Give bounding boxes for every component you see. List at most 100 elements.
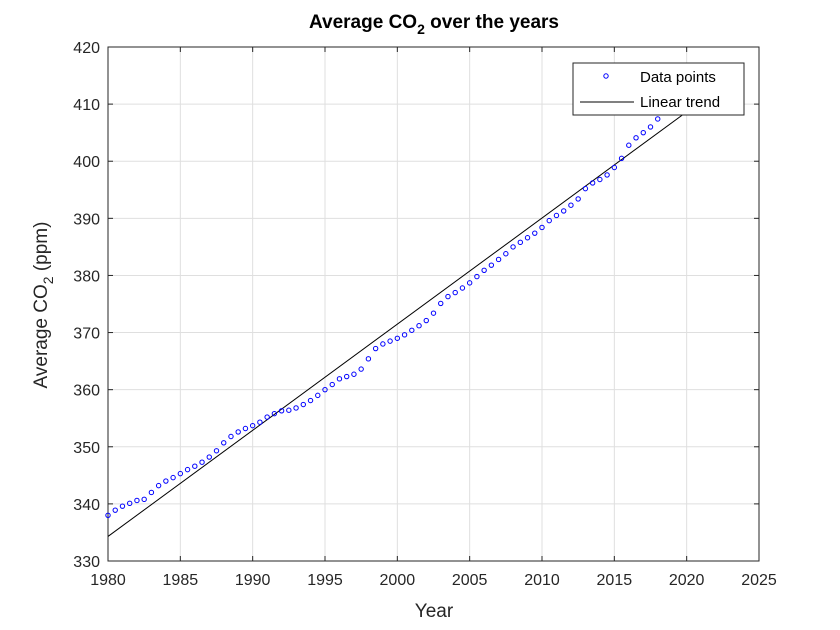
data-point (394, 335, 401, 341)
data-point (423, 317, 429, 324)
data-point (141, 496, 147, 503)
data-point (119, 503, 126, 509)
data-point (112, 507, 118, 513)
data-point (213, 448, 220, 454)
data-point (488, 262, 495, 268)
y-tick-label: 350 (73, 440, 100, 457)
data-point (597, 176, 603, 183)
linear-trend-line (107, 100, 702, 537)
data-point (271, 410, 278, 417)
plot-area-frame (107, 46, 760, 562)
data-point (517, 239, 523, 246)
data-point (611, 164, 618, 171)
data-point (539, 224, 545, 231)
data-point (532, 230, 538, 236)
data-point (459, 285, 466, 291)
x-tick-label: 2010 (524, 572, 560, 589)
y-tick-label: 380 (73, 268, 100, 285)
data-point (235, 429, 241, 435)
data-point (264, 414, 270, 420)
data-point (358, 366, 364, 372)
y-tick-label: 390 (73, 211, 100, 228)
data-point (278, 408, 285, 414)
data-point (561, 208, 567, 214)
legend-marker-data-points (603, 73, 609, 79)
data-point (495, 256, 502, 263)
x-tick-label: 1995 (307, 572, 343, 589)
data-point (105, 512, 111, 519)
data-point (503, 251, 509, 257)
x-tick-label: 2005 (452, 572, 488, 589)
y-tick-label: 360 (73, 383, 100, 400)
x-tick-labels: 1980 1985 1990 1995 2000 2005 2010 2015 2020 2025 (90, 572, 777, 589)
data-point (575, 196, 581, 202)
data-point (170, 474, 176, 481)
data-point (127, 500, 133, 507)
data-point (155, 482, 162, 489)
data-point (416, 323, 422, 329)
data-point (257, 419, 263, 425)
legend-label-linear-trend: Linear trend (640, 94, 720, 111)
y-tick-label: 410 (73, 97, 100, 114)
data-point (647, 124, 654, 130)
data-point (466, 280, 473, 286)
data-point (329, 381, 335, 388)
data-point (380, 341, 386, 347)
data-point (221, 440, 227, 446)
x-tick-label: 1990 (235, 572, 271, 589)
data-point (582, 185, 589, 192)
chart-title: Average CO2 over the years (309, 12, 559, 37)
y-tick-label: 420 (73, 40, 100, 57)
legend: Data points Linear trend (572, 62, 745, 116)
data-point (134, 497, 140, 504)
data-point (184, 466, 191, 473)
data-point (365, 356, 372, 362)
data-point (286, 407, 292, 413)
data-point (481, 267, 487, 274)
y-tick-label: 400 (73, 154, 100, 171)
x-tick-label: 2020 (669, 572, 705, 589)
axis-ticks (107, 46, 760, 562)
data-point (409, 327, 415, 333)
series-layer (105, 100, 702, 537)
data-point (228, 433, 234, 440)
data-point (553, 212, 560, 219)
data-point (336, 376, 343, 382)
data-point (148, 489, 155, 496)
data-point (430, 310, 437, 316)
data-point (387, 338, 393, 344)
data-point (315, 392, 321, 399)
data-point (589, 180, 596, 186)
data-point (322, 386, 328, 393)
data-point (438, 300, 444, 307)
data-point (192, 463, 198, 469)
data-point (249, 422, 256, 429)
data-point (445, 293, 451, 300)
data-point (626, 142, 632, 148)
data-point (199, 459, 205, 465)
data-point (344, 373, 350, 380)
legend-label-data-points: Data points (640, 69, 716, 86)
y-tick-label: 330 (73, 554, 100, 571)
data-point (452, 289, 458, 296)
x-tick-label: 2025 (741, 572, 777, 589)
data-point (177, 470, 184, 477)
data-point (568, 202, 574, 208)
data-point (372, 345, 379, 352)
data-point (242, 425, 249, 432)
data-point (633, 135, 639, 141)
data-points-series (105, 101, 675, 519)
data-point (655, 116, 661, 122)
x-tick-label: 1985 (163, 572, 199, 589)
data-point (474, 273, 480, 280)
data-point (546, 217, 552, 224)
data-point (524, 235, 531, 241)
x-axis-label: Year (415, 601, 454, 622)
data-point (640, 129, 646, 136)
data-point (401, 332, 408, 338)
data-point (163, 478, 169, 484)
y-tick-label: 340 (73, 497, 100, 514)
data-point (300, 401, 306, 408)
legend-box (572, 62, 745, 116)
